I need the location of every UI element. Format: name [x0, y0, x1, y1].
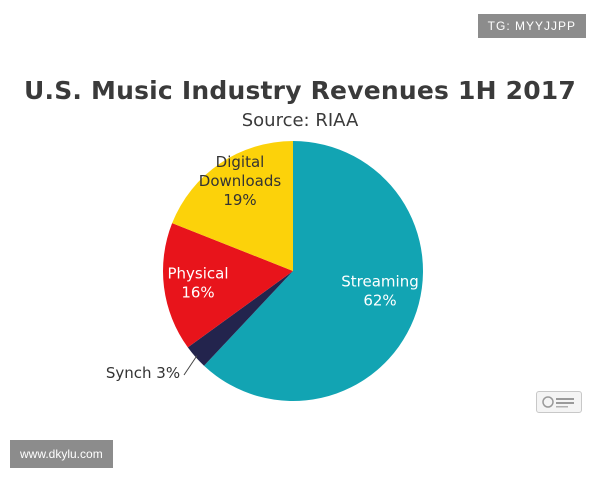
pie-slice-streaming: [204, 141, 423, 402]
pie-slice-digital-downloads: [172, 141, 293, 271]
watermark-top: TG: MYYJJPP: [477, 14, 586, 38]
leader-line-synch: [183, 355, 198, 376]
slice-label-synch: Synch 3%: [106, 364, 180, 382]
watermark-logo-icon: [536, 391, 582, 413]
slice-label-physical: Physical 16%: [167, 265, 228, 302]
pie-slice-physical: [163, 223, 293, 348]
slice-label-streaming: Streaming 62%: [341, 273, 418, 310]
watermark-bottom: www.dkylu.com: [10, 440, 113, 468]
slice-label-digital-downloads: Digital Downloads 19%: [199, 153, 282, 209]
chart-title: U.S. Music Industry Revenues 1H 2017: [24, 76, 576, 105]
chart-subtitle: Source: RIAA: [241, 110, 359, 131]
pie-slice-synch: [187, 271, 293, 366]
